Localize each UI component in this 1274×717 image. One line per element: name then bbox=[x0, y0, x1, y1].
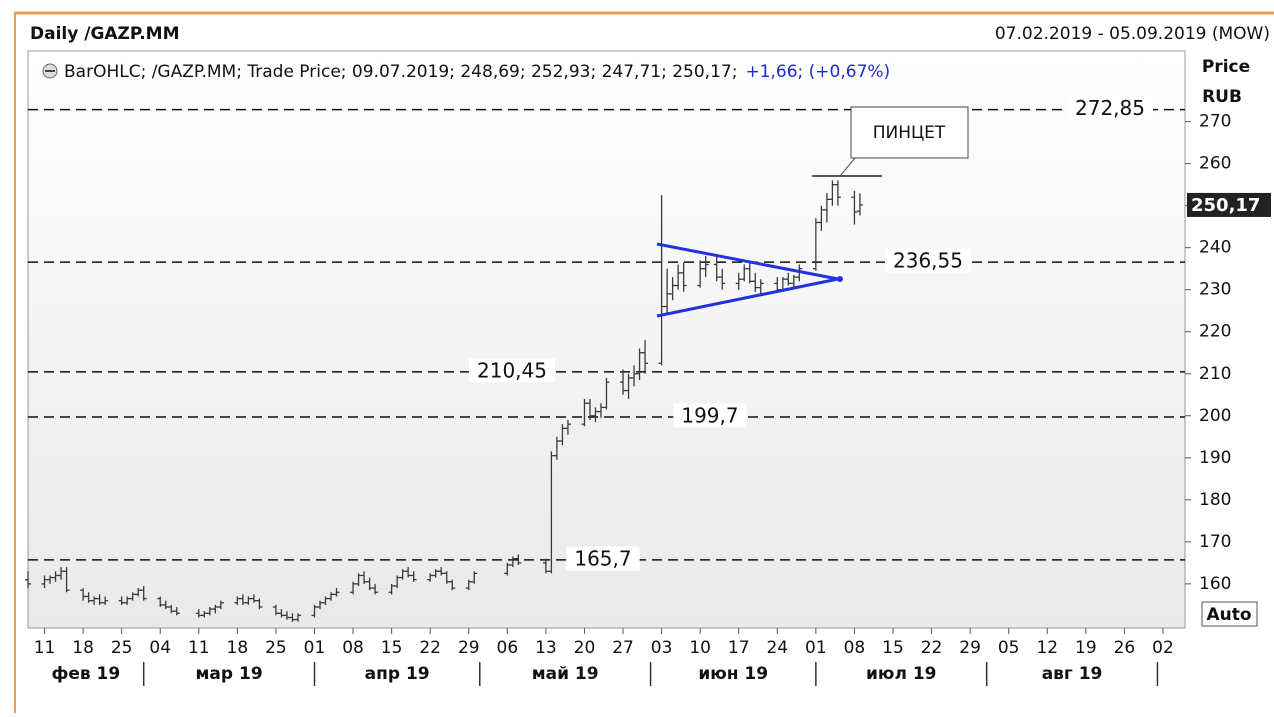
y-axis-unit: RUB bbox=[1202, 87, 1242, 107]
x-tick-label: 12 bbox=[1036, 638, 1058, 658]
y-tick-label: 270 bbox=[1199, 112, 1231, 132]
y-tick-label: 160 bbox=[1199, 574, 1231, 594]
level-label: 165,7 bbox=[574, 546, 631, 570]
x-tick-label: 29 bbox=[458, 638, 480, 658]
x-tick-label: 01 bbox=[304, 638, 326, 658]
x-tick-label: 18 bbox=[227, 638, 249, 658]
chart-title: Daily /GAZP.MM bbox=[30, 24, 180, 44]
x-tick-label: 22 bbox=[419, 638, 441, 658]
y-tick-label: 230 bbox=[1199, 280, 1231, 300]
month-label: мар 19 bbox=[196, 664, 263, 684]
x-tick-label: 08 bbox=[342, 638, 364, 658]
y-tick-label: 220 bbox=[1199, 322, 1231, 342]
month-label: июл 19 bbox=[866, 664, 936, 684]
date-range: 07.02.2019 - 05.09.2019 (MOW) bbox=[995, 24, 1270, 44]
level-label-bg bbox=[1067, 96, 1153, 121]
level-label-bg bbox=[566, 546, 640, 571]
x-tick-label: 11 bbox=[34, 638, 56, 658]
level-label-bg bbox=[885, 248, 971, 273]
y-tick-label: 240 bbox=[1199, 238, 1231, 258]
x-tick-label: 19 bbox=[1075, 638, 1097, 658]
x-tick-label: 17 bbox=[728, 638, 750, 658]
triangle-pattern bbox=[656, 242, 843, 318]
level-label: 210,45 bbox=[477, 358, 547, 382]
auto-button[interactable] bbox=[1201, 601, 1258, 627]
x-tick-label: 24 bbox=[766, 638, 788, 658]
last-price-tag bbox=[1187, 192, 1271, 217]
x-tick-label: 13 bbox=[535, 638, 557, 658]
level-label-bg bbox=[673, 403, 747, 428]
annotation-box bbox=[850, 106, 969, 159]
legend-change: +1,66; (+0,67%) bbox=[745, 62, 890, 82]
annotation-pointer bbox=[839, 157, 856, 177]
month-label: апр 19 bbox=[365, 664, 430, 684]
x-tick-label: 03 bbox=[651, 638, 673, 658]
x-tick-label: 27 bbox=[612, 638, 634, 658]
y-axis-label: Price bbox=[1202, 57, 1250, 77]
x-tick-label: 10 bbox=[689, 638, 711, 658]
month-label: авг 19 bbox=[1042, 664, 1103, 684]
auto-label[interactable]: Auto bbox=[1206, 605, 1251, 625]
last-price-label: 250,17 bbox=[1191, 195, 1260, 216]
x-tick-label: 02 bbox=[1152, 638, 1174, 658]
x-tick-label: 29 bbox=[959, 638, 981, 658]
y-tick-label: 180 bbox=[1199, 490, 1231, 510]
legend-main: BarOHLC; /GAZP.MM; Trade Price; 09.07.20… bbox=[64, 62, 737, 82]
x-tick-label: 11 bbox=[188, 638, 210, 658]
level-label: 272,85 bbox=[1075, 96, 1145, 120]
trend-line bbox=[656, 242, 839, 281]
x-tick-label: 04 bbox=[149, 638, 171, 658]
x-tick-label: 25 bbox=[265, 638, 287, 658]
trend-line bbox=[656, 277, 839, 318]
x-tick-label: 01 bbox=[805, 638, 827, 658]
x-tick-label: 22 bbox=[921, 638, 943, 658]
x-tick-label: 05 bbox=[998, 638, 1020, 658]
month-label: май 19 bbox=[532, 664, 599, 684]
level-label: 199,7 bbox=[681, 404, 738, 428]
x-tick-label: 25 bbox=[111, 638, 133, 658]
legend: BarOHLC; /GAZP.MM; Trade Price; 09.07.20… bbox=[64, 62, 890, 82]
level-label-bg bbox=[469, 358, 555, 383]
trend-point bbox=[837, 276, 843, 282]
y-tick-label: 210 bbox=[1199, 364, 1231, 384]
y-tick-label: 260 bbox=[1199, 154, 1231, 174]
month-label: июн 19 bbox=[698, 664, 768, 684]
y-tick-label: 170 bbox=[1199, 532, 1231, 552]
x-tick-label: 26 bbox=[1114, 638, 1136, 658]
x-tick-label: 15 bbox=[882, 638, 904, 658]
y-tick-label: 200 bbox=[1199, 406, 1231, 426]
x-tick-label: 20 bbox=[574, 638, 596, 658]
y-tick-label: 190 bbox=[1199, 448, 1231, 468]
annotation: ПИНЦЕТ bbox=[873, 123, 946, 143]
level-label: 236,55 bbox=[893, 249, 963, 273]
x-tick-label: 15 bbox=[381, 638, 403, 658]
plot-area bbox=[27, 50, 1186, 629]
x-tick-label: 06 bbox=[497, 638, 519, 658]
x-tick-label: 08 bbox=[844, 638, 866, 658]
month-label: фев 19 bbox=[51, 664, 120, 684]
x-tick-label: 18 bbox=[72, 638, 94, 658]
